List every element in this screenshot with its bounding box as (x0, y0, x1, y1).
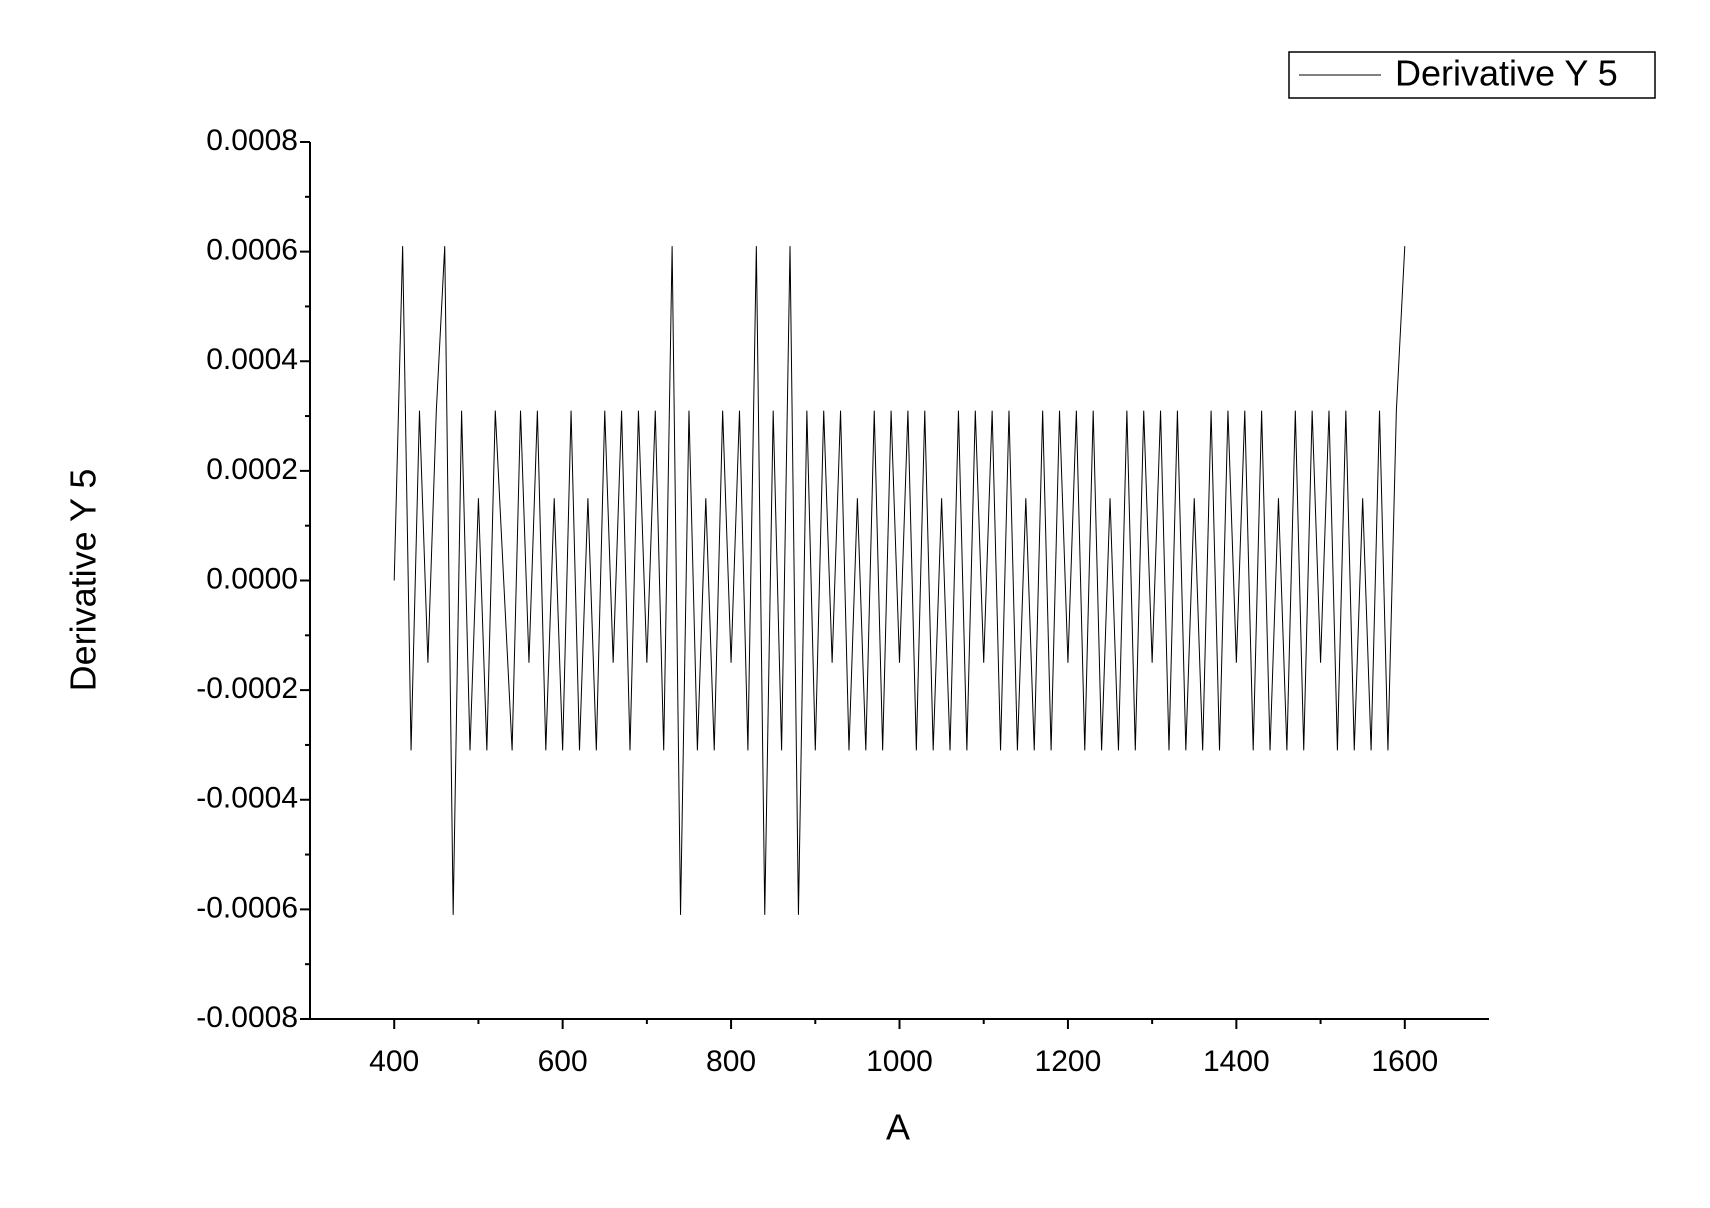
x-tick-label: 1400 (1203, 1045, 1270, 1078)
y-tick-label: -0.0002 (196, 672, 298, 705)
y-tick-label: 0.0002 (206, 453, 298, 486)
y-tick-label: 0.0000 (206, 562, 298, 595)
legend-box (1288, 51, 1656, 99)
y-tick-label: -0.0004 (196, 782, 298, 815)
y-tick-label: -0.0008 (196, 1001, 298, 1034)
x-axis-label: A (886, 1107, 910, 1148)
y-tick-label: 0.0006 (206, 234, 298, 267)
x-tick-label: 400 (369, 1045, 419, 1078)
x-tick-label: 600 (538, 1045, 588, 1078)
x-tick-label: 800 (706, 1045, 756, 1078)
y-tick-label: 0.0008 (206, 124, 298, 157)
legend-label: Derivative Y 5 (1395, 53, 1618, 94)
x-tick-label: 1200 (1035, 1045, 1102, 1078)
y-axis-label: Derivative Y 5 (63, 469, 104, 692)
y-tick-label: 0.0004 (206, 343, 298, 376)
x-tick-label: 1000 (866, 1045, 933, 1078)
x-tick-label: 1600 (1371, 1045, 1438, 1078)
data-line (393, 246, 1406, 915)
y-tick-label: -0.0006 (196, 891, 298, 924)
